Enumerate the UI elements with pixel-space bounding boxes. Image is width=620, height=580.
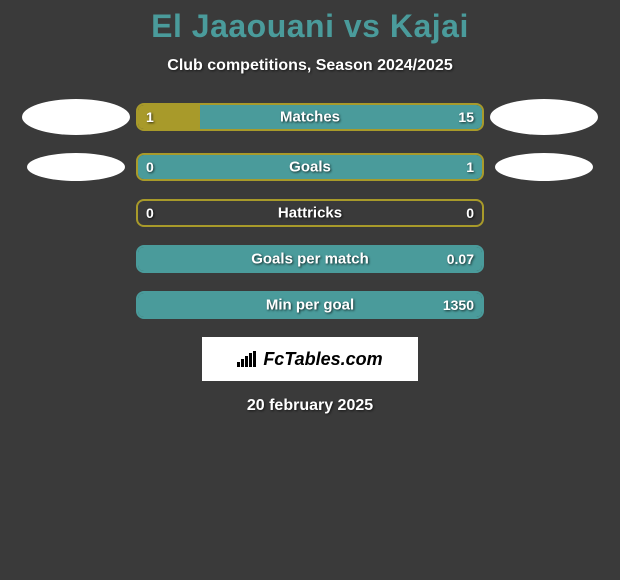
chart-icon [237, 351, 257, 367]
left-logo-slot [16, 99, 136, 135]
team-logo-placeholder [495, 153, 593, 181]
watermark-badge: FcTables.com [202, 337, 418, 381]
main-container: El Jaaouani vs Kajai Club competitions, … [0, 0, 620, 415]
team-logo-placeholder [490, 99, 598, 135]
stat-bar: Goals per match 0.07 [136, 245, 484, 273]
stat-row: Min per goal 1350 [0, 291, 620, 319]
stat-bar: 0 Hattricks 0 [136, 199, 484, 227]
stat-label: Goals per match [251, 251, 369, 268]
right-logo-slot [484, 153, 604, 181]
team-logo-placeholder [27, 153, 125, 181]
stat-label: Hattricks [278, 205, 342, 222]
stat-bar: 0 Goals 1 [136, 153, 484, 181]
stat-bar: 1 Matches 15 [136, 103, 484, 131]
stat-row: 0 Hattricks 0 [0, 199, 620, 227]
stat-row: 1 Matches 15 [0, 99, 620, 135]
page-title: El Jaaouani vs Kajai [0, 8, 620, 45]
left-logo-slot [16, 153, 136, 181]
stat-row: 0 Goals 1 [0, 153, 620, 181]
right-logo-slot [484, 99, 604, 135]
stat-value-right: 0.07 [447, 251, 474, 267]
stat-value-right: 1350 [443, 297, 474, 313]
stat-value-right: 0 [466, 205, 474, 221]
subtitle: Club competitions, Season 2024/2025 [0, 57, 620, 75]
stat-value-left: 0 [146, 159, 154, 175]
date-text: 20 february 2025 [0, 397, 620, 415]
stat-row: Goals per match 0.07 [0, 245, 620, 273]
stat-value-right: 15 [458, 109, 474, 125]
stat-value-left: 0 [146, 205, 154, 221]
stat-bar: Min per goal 1350 [136, 291, 484, 319]
stats-container: 1 Matches 15 0 Goals 1 0 Hattricks 0 Goals per ma… [0, 99, 620, 319]
watermark-text: FcTables.com [263, 349, 382, 370]
stat-label: Goals [289, 159, 331, 176]
stat-fill-right [200, 105, 482, 129]
stat-label: Min per goal [266, 297, 354, 314]
stat-label: Matches [280, 109, 340, 126]
stat-value-right: 1 [466, 159, 474, 175]
stat-value-left: 1 [146, 109, 154, 125]
team-logo-placeholder [22, 99, 130, 135]
